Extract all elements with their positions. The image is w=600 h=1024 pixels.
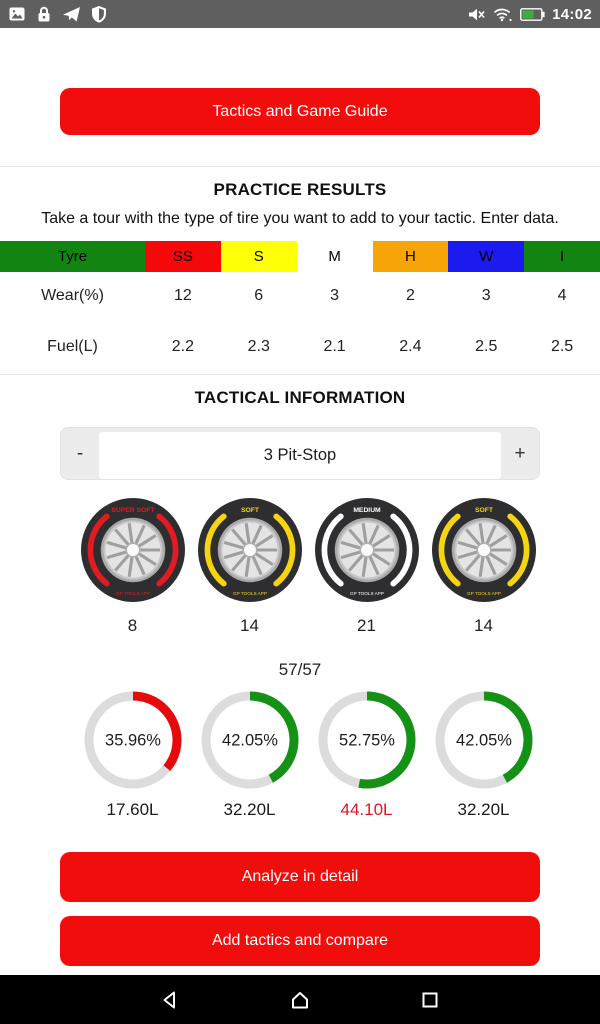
tyre-col-s[interactable]: S (220, 241, 297, 272)
practice-results-title: PRACTICE RESULTS (213, 180, 387, 199)
wear-donut: 42.05% (201, 691, 298, 789)
stint-fuels-row: 17.60L 32.20L 44.10L 32.20L (74, 800, 542, 820)
wear-donut-arc (201, 691, 298, 789)
pitstop-increment-button[interactable]: + (501, 428, 539, 479)
recents-icon[interactable] (418, 988, 442, 1012)
tire-band-right (506, 513, 529, 587)
stint-tires-row: SUPER SOFT GP TOOLS APP SOFT GP TOOLS AP… (74, 498, 542, 602)
android-nav-bar (0, 975, 600, 1024)
wear-row: Wear(%) 12 6 3 2 3 4 (0, 272, 600, 320)
stint-laps[interactable]: 14 (240, 616, 259, 635)
tire-supersoft[interactable]: SUPER SOFT GP TOOLS APP (80, 498, 185, 602)
home-icon[interactable] (288, 988, 312, 1012)
stint-fuel: 32.20L (457, 800, 510, 819)
tire-brand-label: GP TOOLS APP (467, 591, 501, 596)
total-laps: 57/57 (278, 660, 322, 679)
tire-soft[interactable]: SOFT GP TOOLS APP (431, 498, 536, 602)
wear-percent: 42.05% (222, 732, 278, 750)
tire-compound-label: MEDIUM (353, 507, 381, 514)
wear-donut-arc (318, 691, 415, 789)
clock: 14:02 (552, 5, 592, 23)
wear-value[interactable]: 2 (405, 287, 415, 304)
shield-icon (92, 6, 106, 23)
fuel-row: Fuel(L) 2.2 2.3 2.1 2.4 2.5 2.5 (0, 320, 600, 374)
tyre-col-m[interactable]: M (296, 241, 373, 272)
tire-band-right (155, 513, 178, 587)
wear-donut: 52.75% (318, 691, 415, 789)
tire-band-left (87, 513, 110, 587)
pitstop-value: 3 Pit-Stop (99, 432, 501, 479)
tire-medium[interactable]: MEDIUM GP TOOLS APP (314, 498, 419, 602)
analyze-button[interactable]: Analyze in detail (60, 852, 540, 902)
wifi-icon (494, 8, 512, 22)
fuel-value[interactable]: 2.5 (550, 338, 574, 355)
pitstop-decrement-button[interactable]: - (61, 428, 99, 479)
stint-laps[interactable]: 21 (357, 616, 376, 635)
fuel-value[interactable]: 2.2 (171, 338, 195, 355)
battery-icon (520, 7, 545, 21)
tire-compound-label: SOFT (475, 507, 494, 514)
stint-fuel: 44.10L (340, 800, 393, 819)
wear-donut-arc (84, 691, 181, 789)
tire-compound-label: SOFT (241, 507, 260, 514)
stint-fuel: 32.20L (223, 800, 276, 819)
fuel-value[interactable]: 2.4 (399, 338, 422, 355)
wear-value[interactable]: 3 (481, 287, 491, 304)
wear-value[interactable]: 6 (254, 287, 264, 304)
stint-laps[interactable]: 8 (127, 616, 138, 635)
pitstop-stepper: - 3 Pit-Stop + (60, 427, 540, 480)
wear-donuts-row: 35.96% 42.05% 52.75% 42.05% (74, 690, 542, 790)
status-bar: 14:02 (0, 0, 600, 28)
add-tactics-button[interactable]: Add tactics and compare (60, 916, 540, 966)
main-content: Tactics and Game Guide PRACTICE RESULTS … (0, 28, 600, 975)
tyre-col-h[interactable]: H (372, 241, 449, 272)
tyre-col-ss[interactable]: SS (145, 241, 221, 272)
status-right-icons: 14:02 (467, 6, 592, 23)
practice-subtitle: Take a tour with the type of tire you wa… (41, 210, 559, 227)
back-icon[interactable] (158, 988, 182, 1012)
stint-laps[interactable]: 14 (474, 616, 493, 635)
stint-laps-row: 8 14 21 14 (74, 616, 542, 636)
tire-band-right (272, 513, 295, 587)
fuel-value[interactable]: 2.5 (475, 338, 498, 355)
divider (0, 166, 600, 167)
wear-donut-arc (435, 691, 532, 789)
tyre-corner-cell: Tyre (0, 241, 145, 272)
tyre-table: Tyre SS S M H W I Wear(%) 12 6 3 2 3 4 F… (0, 241, 600, 374)
tire-soft[interactable]: SOFT GP TOOLS APP (197, 498, 302, 602)
fuel-row-label: Fuel(L) (47, 338, 98, 355)
wear-percent: 35.96% (105, 732, 161, 750)
lock-icon (38, 6, 50, 22)
wear-value[interactable]: 12 (174, 287, 192, 304)
tyre-col-i[interactable]: I (524, 241, 600, 272)
tire-band-left (438, 513, 461, 587)
wear-percent: 42.05% (456, 732, 512, 750)
tire-brand-label: GP TOOLS APP (116, 591, 150, 596)
tire-band-left (321, 513, 344, 587)
mute-icon (469, 8, 485, 20)
wear-percent: 52.75% (339, 732, 395, 750)
tire-brand-label: GP TOOLS APP (350, 591, 384, 596)
tire-brand-label: GP TOOLS APP (233, 591, 267, 596)
stint-fuel: 17.60L (106, 800, 159, 819)
fuel-value[interactable]: 2.1 (323, 338, 346, 355)
fuel-value[interactable]: 2.3 (247, 338, 270, 355)
wear-row-label: Wear(%) (41, 287, 104, 304)
wear-value[interactable]: 4 (557, 287, 567, 304)
status-left-icons (8, 5, 108, 23)
tire-compound-label: SUPER SOFT (111, 507, 155, 514)
tyre-col-w[interactable]: W (448, 241, 525, 272)
screenshot-icon (9, 7, 25, 21)
tire-band-right (389, 513, 412, 587)
telegram-icon (63, 7, 80, 22)
wear-value[interactable]: 3 (330, 287, 340, 304)
tactics-guide-button[interactable]: Tactics and Game Guide (60, 88, 540, 135)
wear-donut: 42.05% (435, 691, 532, 789)
tire-band-left (204, 513, 227, 587)
tactical-information-title: TACTICAL INFORMATION (194, 388, 406, 407)
divider (0, 374, 600, 375)
tyre-table-header: Tyre SS S M H W I (0, 241, 600, 272)
wear-donut: 35.96% (84, 691, 181, 789)
